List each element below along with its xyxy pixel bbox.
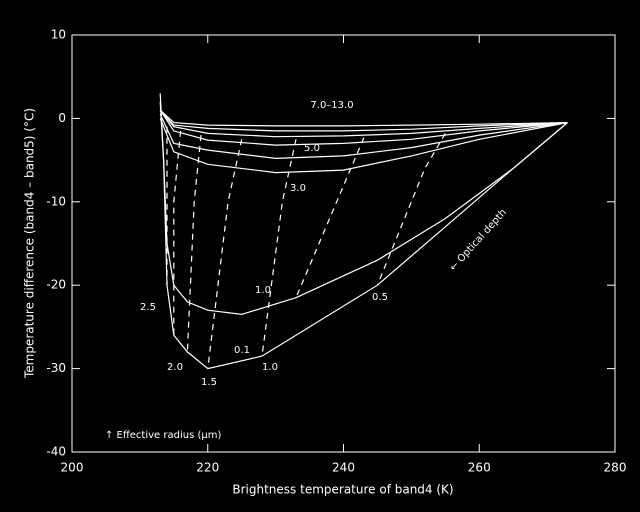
x-tick-label: 280 (604, 461, 627, 475)
solid-curve (159, 109, 568, 138)
annotation: 3.0 (290, 183, 306, 194)
dashed-curve (186, 135, 202, 352)
x-tick-label: 260 (468, 461, 491, 475)
y-tick-label: -30 (46, 361, 66, 375)
x-tick-label: 240 (332, 461, 355, 475)
x-tick-label: 200 (61, 461, 84, 475)
solid-curve (159, 113, 568, 160)
plot-frame (71, 34, 616, 453)
dashed-curve (376, 133, 446, 286)
annotation: 7.0–13.0 (310, 100, 353, 111)
solid-curve (159, 118, 568, 174)
dashed-curve (173, 130, 182, 336)
solid-curve (159, 109, 568, 127)
annotation: 2.0 (167, 362, 183, 373)
y-tick-label: -40 (46, 445, 66, 459)
solid-curve (159, 109, 568, 132)
annotation: 1.0 (255, 285, 271, 296)
x-tick-label: 220 (196, 461, 219, 475)
y-tick-label: 0 (58, 111, 66, 125)
dashed-curve (261, 139, 297, 357)
annotation: 0.5 (372, 292, 388, 303)
solid-curve (159, 109, 568, 146)
annotation: 2.5 (140, 302, 156, 313)
annotation: 1.5 (201, 377, 217, 388)
y-tick-label: -20 (46, 278, 66, 292)
annotation: ↑ Effective radius (μm) (105, 430, 221, 441)
annotation: 0.1 (234, 345, 250, 356)
y-tick-label: 10 (51, 28, 66, 42)
y-axis-title: Temperature difference (band4 – band5) (… (23, 108, 37, 379)
dashed-curve (295, 137, 365, 298)
x-axis-title: Brightness temperature of band4 (K) (232, 483, 453, 497)
annotation: 5.0 (304, 143, 320, 154)
y-tick-label: -10 (46, 194, 66, 208)
dashed-curve (207, 139, 243, 369)
annotation: 1.0 (262, 362, 278, 373)
